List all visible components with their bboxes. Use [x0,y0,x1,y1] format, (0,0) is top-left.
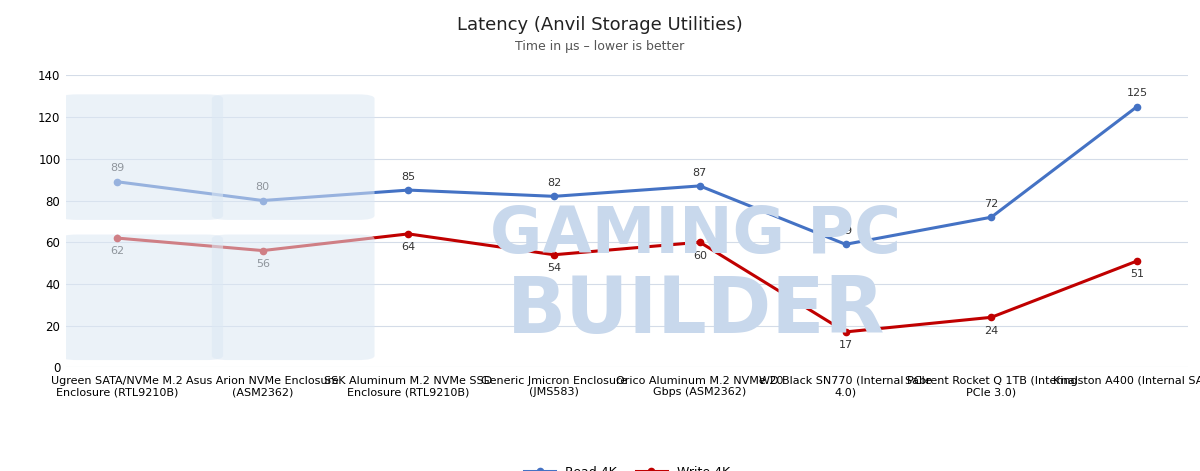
FancyBboxPatch shape [212,235,374,360]
Text: 51: 51 [1130,269,1144,279]
Line: Write 4K: Write 4K [114,231,1140,335]
Write 4K [984,315,998,320]
Text: 72: 72 [984,199,998,209]
FancyBboxPatch shape [60,235,223,360]
Text: 56: 56 [256,259,270,269]
Text: Latency (Anvil Storage Utilities): Latency (Anvil Storage Utilities) [457,16,743,34]
Text: 125: 125 [1127,89,1147,98]
Text: 62: 62 [110,246,124,256]
Text: 85: 85 [401,172,415,182]
Line: Read 4K: Read 4K [114,104,1140,247]
Read 4K [692,183,707,189]
FancyBboxPatch shape [60,94,223,220]
Text: 59: 59 [839,226,853,236]
Text: 60: 60 [692,251,707,260]
Write 4K [1130,258,1145,264]
Text: 89: 89 [110,163,124,173]
Text: Time in μs – lower is better: Time in μs – lower is better [515,40,685,53]
Text: 64: 64 [401,242,415,252]
Read 4K [984,214,998,220]
Text: 17: 17 [839,340,853,350]
Read 4K [110,179,125,185]
Write 4K [110,235,125,241]
Text: BUILDER: BUILDER [506,273,886,349]
Legend: Read 4K, Write 4K: Read 4K, Write 4K [518,461,736,471]
Text: 87: 87 [692,168,707,178]
Text: 80: 80 [256,182,270,192]
Write 4K [256,248,270,253]
FancyBboxPatch shape [212,94,374,220]
Text: 54: 54 [547,263,562,273]
Text: GAMING PC: GAMING PC [491,204,901,267]
Write 4K [692,239,707,245]
Read 4K [1130,104,1145,109]
Write 4K [839,329,853,335]
Read 4K [401,187,415,193]
Text: 24: 24 [984,325,998,336]
Text: 82: 82 [547,178,562,188]
Read 4K [256,198,270,203]
Read 4K [547,194,562,199]
Read 4K [839,242,853,247]
Write 4K [401,231,415,237]
Write 4K [547,252,562,258]
